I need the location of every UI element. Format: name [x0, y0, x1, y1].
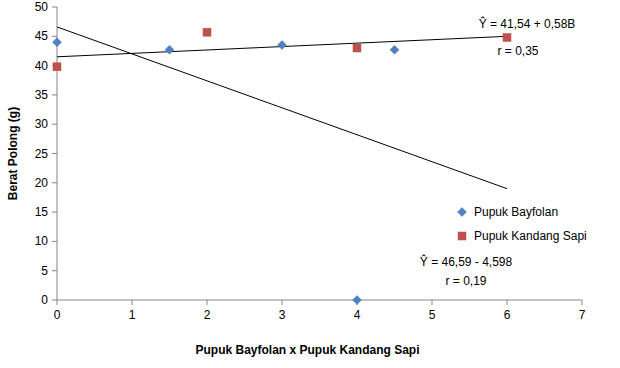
- point: [53, 38, 62, 47]
- y-tick-label: 35: [35, 88, 49, 102]
- x-tick-label: 3: [279, 308, 286, 322]
- y-tick: [52, 270, 57, 271]
- legend: Pupuk Bayfolan Pupuk Kandang Sapi: [458, 205, 587, 243]
- y-tick: [52, 212, 57, 213]
- y-tick: [52, 300, 57, 301]
- y-tick-label: 0: [41, 293, 48, 307]
- x-axis: [57, 300, 582, 301]
- x-tick-label: 5: [429, 308, 436, 322]
- point: [353, 44, 361, 52]
- trend-line: [57, 36, 507, 57]
- y-tick-label: 30: [35, 117, 49, 131]
- legend-marker: [458, 232, 466, 240]
- x-tick: [207, 300, 208, 305]
- y-tick: [52, 7, 57, 8]
- annotation: Ŷ = 46,59 - 4,598: [420, 254, 513, 269]
- x-axis-label: Pupuk Bayfolan x Pupuk Kandang Sapi: [195, 343, 419, 357]
- point: [53, 63, 61, 71]
- y-tick: [52, 36, 57, 37]
- point: [353, 296, 362, 305]
- y-tick-label: 25: [35, 147, 49, 161]
- x-tick: [57, 300, 58, 305]
- chart: 0510152025303540455001234567Pupuk Bayfol…: [0, 0, 620, 368]
- y-tick-label: 5: [41, 264, 48, 278]
- trend-line: [57, 27, 507, 189]
- y-axis-label: Berat Polong (g): [6, 107, 20, 200]
- x-tick-label: 0: [54, 308, 61, 322]
- point: [503, 33, 511, 41]
- x-tick-label: 6: [504, 308, 511, 322]
- y-tick-label: 20: [35, 176, 49, 190]
- annotation: r = 0,19: [445, 274, 486, 288]
- x-tick: [507, 300, 508, 305]
- y-tick: [52, 124, 57, 125]
- x-tick-label: 2: [204, 308, 211, 322]
- legend-label: Pupuk Kandang Sapi: [474, 229, 587, 243]
- annotation: Ŷ = 41,54 + 0,58B: [479, 16, 576, 31]
- x-tick-label: 4: [354, 308, 361, 322]
- y-tick-label: 40: [35, 59, 49, 73]
- y-tick: [52, 153, 57, 154]
- annotation: r = 0,35: [497, 44, 538, 58]
- x-tick: [582, 300, 583, 305]
- point: [203, 28, 211, 36]
- y-tick-label: 10: [35, 234, 49, 248]
- y-tick-label: 15: [35, 205, 49, 219]
- y-tick: [52, 182, 57, 183]
- point: [390, 45, 399, 54]
- x-tick-label: 7: [579, 308, 586, 322]
- point: [165, 45, 174, 54]
- x-tick: [282, 300, 283, 305]
- legend-label: Pupuk Bayfolan: [474, 205, 558, 219]
- y-tick-label: 45: [35, 29, 49, 43]
- x-tick: [132, 300, 133, 305]
- y-tick-label: 50: [35, 0, 49, 14]
- legend-marker: [458, 208, 467, 217]
- y-tick: [52, 241, 57, 242]
- point: [278, 41, 287, 50]
- y-tick: [52, 94, 57, 95]
- x-tick-label: 1: [129, 308, 136, 322]
- x-tick: [432, 300, 433, 305]
